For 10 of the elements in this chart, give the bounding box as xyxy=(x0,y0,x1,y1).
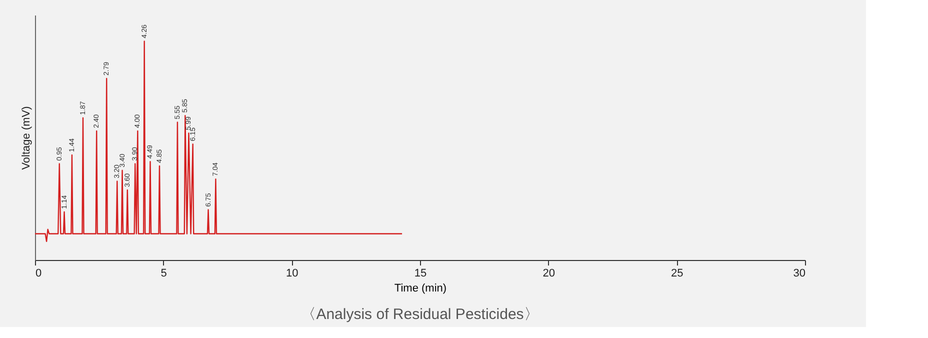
x-tick-label: 25 xyxy=(671,268,684,280)
x-tick-label: 15 xyxy=(414,268,427,280)
y-axis-title: Voltage (mV) xyxy=(20,106,32,170)
x-tick-label: 0 xyxy=(36,268,42,280)
x-tick-label: 10 xyxy=(286,268,298,280)
x-tick-label: 5 xyxy=(160,268,167,280)
x-tick-label: 20 xyxy=(542,268,555,280)
x-axis-title: Time (min) xyxy=(394,282,447,294)
x-tick-label: 30 xyxy=(793,268,806,280)
text: 〈Analysis of Residual Pesticides〉 xyxy=(301,306,539,323)
